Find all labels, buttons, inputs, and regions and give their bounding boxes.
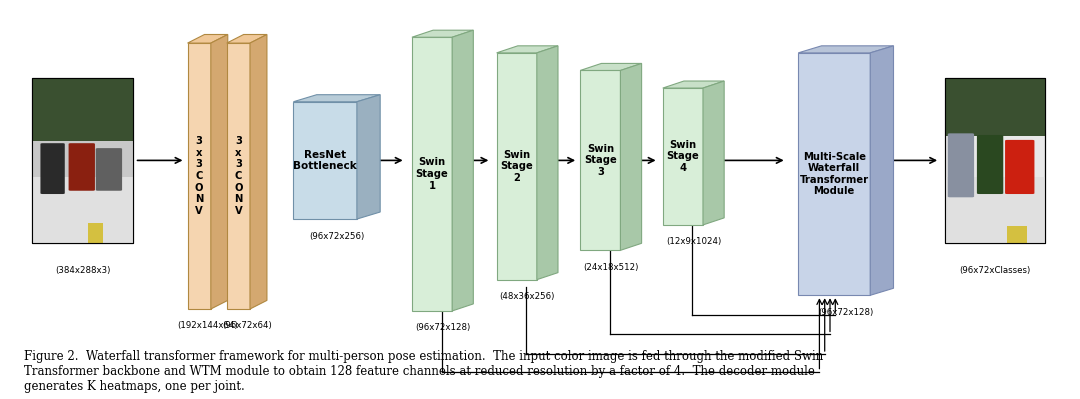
Polygon shape: [620, 63, 642, 250]
Bar: [945, 78, 1045, 243]
FancyBboxPatch shape: [977, 135, 1003, 194]
Polygon shape: [703, 81, 725, 225]
Bar: [227, 43, 249, 309]
Text: (96x72x128): (96x72x128): [819, 308, 874, 317]
Polygon shape: [870, 46, 893, 295]
Text: ResNet
Bottleneck: ResNet Bottleneck: [294, 150, 357, 171]
Bar: [32, 177, 133, 243]
Polygon shape: [537, 46, 558, 280]
Polygon shape: [294, 95, 380, 102]
Text: (12x9x1024): (12x9x1024): [666, 237, 721, 247]
Bar: [663, 88, 703, 225]
Text: Swin
Stage
4: Swin Stage 4: [666, 140, 699, 173]
FancyBboxPatch shape: [948, 133, 974, 198]
Text: (96x72x64): (96x72x64): [222, 322, 272, 330]
Polygon shape: [453, 30, 473, 311]
Polygon shape: [211, 34, 228, 309]
Bar: [798, 53, 870, 295]
Text: (192x144x64): (192x144x64): [177, 322, 238, 330]
Polygon shape: [356, 95, 380, 219]
Text: (96x72x128): (96x72x128): [415, 324, 470, 332]
Polygon shape: [249, 34, 267, 309]
Bar: [945, 177, 1045, 243]
FancyBboxPatch shape: [1005, 140, 1035, 194]
Polygon shape: [227, 34, 267, 43]
Text: (24x18x512): (24x18x512): [583, 263, 638, 272]
Bar: [945, 78, 1045, 136]
FancyBboxPatch shape: [96, 148, 122, 191]
Text: 3
x
3
C
O
N
V: 3 x 3 C O N V: [195, 136, 203, 216]
Bar: [1008, 226, 1027, 243]
Polygon shape: [411, 30, 473, 37]
Bar: [497, 53, 537, 280]
Bar: [188, 43, 211, 309]
Bar: [945, 78, 1045, 243]
Text: Swin
Stage
2: Swin Stage 2: [500, 150, 534, 183]
Polygon shape: [188, 34, 228, 43]
Text: (48x36x256): (48x36x256): [500, 292, 555, 301]
Bar: [411, 37, 453, 311]
Polygon shape: [798, 46, 893, 53]
Bar: [87, 223, 103, 243]
Text: Swin
Stage
1: Swin Stage 1: [416, 158, 448, 191]
Text: Swin
Stage
3: Swin Stage 3: [584, 144, 617, 177]
FancyBboxPatch shape: [69, 143, 95, 191]
Bar: [32, 141, 133, 177]
Bar: [580, 71, 620, 250]
Text: Multi-Scale
Waterfall
Transformer
Module: Multi-Scale Waterfall Transformer Module: [799, 152, 868, 196]
Text: 3
x
3
C
O
N
V: 3 x 3 C O N V: [234, 136, 243, 216]
Polygon shape: [663, 81, 725, 88]
Polygon shape: [497, 46, 558, 53]
Text: (96x72xClasses): (96x72xClasses): [959, 266, 1030, 275]
Text: (96x72x256): (96x72x256): [309, 231, 364, 241]
Bar: [294, 102, 356, 219]
Text: (384x288x3): (384x288x3): [55, 266, 110, 275]
Text: Figure 2.  Waterfall transformer framework for multi-person pose estimation.  Th: Figure 2. Waterfall transformer framewor…: [24, 350, 823, 393]
FancyBboxPatch shape: [40, 143, 65, 194]
Bar: [32, 78, 133, 243]
Bar: [32, 78, 133, 243]
Bar: [32, 78, 133, 141]
Polygon shape: [580, 63, 642, 71]
